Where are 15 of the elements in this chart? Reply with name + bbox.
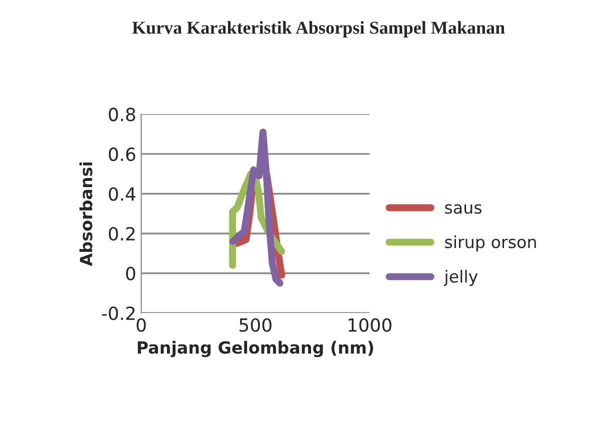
y-tick-label: 0.8 (108, 108, 136, 122)
y-tick-label: 0.4 (108, 187, 136, 201)
y-axis-title: Absorbansi (79, 162, 92, 266)
x-tick-label: 500 (240, 318, 272, 332)
x-tick-label: 0 (136, 318, 146, 332)
x-tick-label: 1000 (348, 318, 392, 332)
legend-label: saus (445, 204, 482, 214)
legend-label: sirup orson (445, 235, 536, 252)
y-tick-label: -0.2 (102, 306, 135, 320)
y-tick-label: 0.2 (108, 226, 135, 241)
chart-title: Kurva Karakteristik Absorpsi Sampel Makanan (132, 21, 505, 38)
y-tick-label: 0 (126, 266, 136, 280)
y-tick-label: 0.6 (108, 147, 136, 162)
x-axis-title: Panjang Gelombang (nm) (138, 340, 374, 358)
legend-label: jelly (444, 270, 478, 286)
